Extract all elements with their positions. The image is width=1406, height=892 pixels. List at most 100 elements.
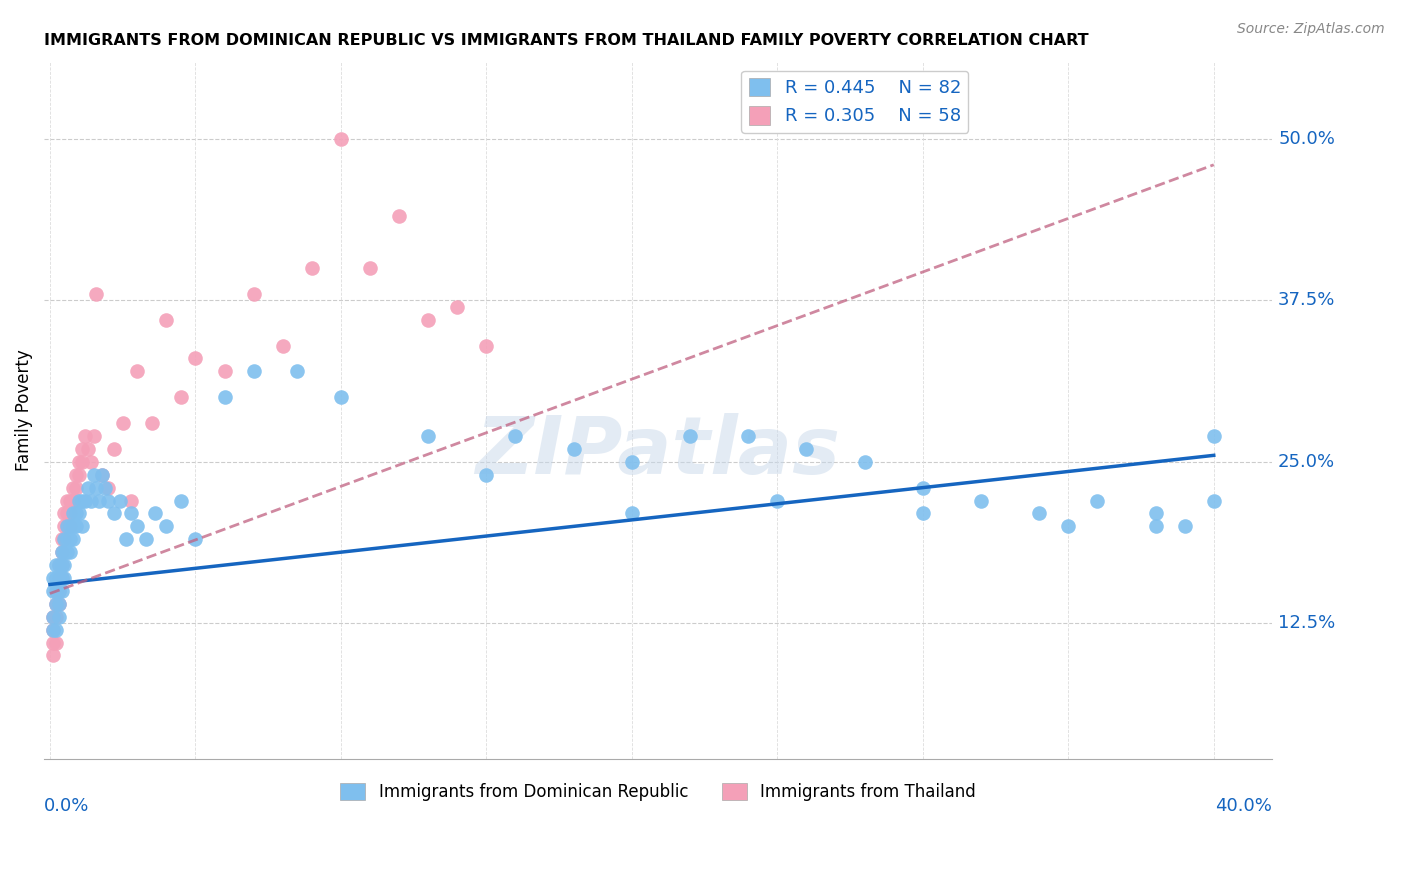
- Point: [42, 609, 65, 624]
- Point: [51, 571, 73, 585]
- Point: [475, 338, 498, 352]
- Point: [62, 519, 84, 533]
- Point: [329, 132, 352, 146]
- Point: [1085, 493, 1108, 508]
- Point: [620, 507, 643, 521]
- Text: ZIPatlas: ZIPatlas: [475, 413, 841, 491]
- Point: [446, 300, 468, 314]
- Point: [89, 493, 111, 508]
- Point: [42, 571, 65, 585]
- Point: [766, 493, 789, 508]
- Point: [70, 519, 93, 533]
- Point: [56, 493, 79, 508]
- Point: [59, 493, 82, 508]
- Point: [1057, 519, 1080, 533]
- Point: [86, 481, 108, 495]
- Point: [51, 545, 73, 559]
- Point: [86, 287, 108, 301]
- Point: [127, 519, 149, 533]
- Point: [184, 533, 207, 547]
- Point: [62, 481, 84, 495]
- Point: [59, 533, 82, 547]
- Point: [505, 429, 527, 443]
- Point: [103, 507, 125, 521]
- Point: [62, 507, 84, 521]
- Point: [127, 364, 149, 378]
- Point: [45, 635, 67, 649]
- Point: [45, 583, 67, 598]
- Point: [45, 597, 67, 611]
- Point: [53, 507, 76, 521]
- Point: [48, 597, 70, 611]
- Text: 0.0%: 0.0%: [44, 797, 90, 815]
- Point: [59, 519, 82, 533]
- Point: [48, 597, 70, 611]
- Text: 37.5%: 37.5%: [1278, 292, 1336, 310]
- Text: 25.0%: 25.0%: [1278, 453, 1336, 471]
- Point: [48, 558, 70, 573]
- Text: 12.5%: 12.5%: [1278, 615, 1336, 632]
- Point: [329, 390, 352, 404]
- Point: [242, 364, 264, 378]
- Point: [737, 429, 759, 443]
- Point: [48, 571, 70, 585]
- Point: [51, 583, 73, 598]
- Point: [53, 519, 76, 533]
- Point: [73, 493, 96, 508]
- Point: [51, 571, 73, 585]
- Point: [56, 519, 79, 533]
- Point: [155, 519, 177, 533]
- Point: [45, 571, 67, 585]
- Legend: R = 0.445    N = 82, R = 0.305    N = 58: R = 0.445 N = 82, R = 0.305 N = 58: [741, 70, 969, 133]
- Point: [388, 210, 411, 224]
- Text: 40.0%: 40.0%: [1215, 797, 1272, 815]
- Point: [62, 493, 84, 508]
- Point: [91, 467, 114, 482]
- Point: [48, 583, 70, 598]
- Point: [70, 442, 93, 456]
- Point: [42, 623, 65, 637]
- Point: [67, 493, 90, 508]
- Point: [111, 416, 134, 430]
- Point: [271, 338, 294, 352]
- Text: Source: ZipAtlas.com: Source: ZipAtlas.com: [1237, 22, 1385, 37]
- Point: [170, 493, 193, 508]
- Point: [53, 571, 76, 585]
- Point: [48, 558, 70, 573]
- Point: [79, 493, 101, 508]
- Y-axis label: Family Poverty: Family Poverty: [15, 350, 32, 471]
- Point: [97, 481, 120, 495]
- Point: [45, 609, 67, 624]
- Point: [56, 519, 79, 533]
- Point: [83, 467, 105, 482]
- Point: [911, 481, 934, 495]
- Point: [853, 455, 876, 469]
- Point: [45, 558, 67, 573]
- Point: [1144, 519, 1167, 533]
- Point: [143, 507, 166, 521]
- Point: [65, 481, 87, 495]
- Point: [155, 312, 177, 326]
- Point: [59, 545, 82, 559]
- Point: [141, 416, 163, 430]
- Point: [135, 533, 157, 547]
- Point: [67, 507, 90, 521]
- Point: [970, 493, 993, 508]
- Point: [48, 583, 70, 598]
- Point: [242, 287, 264, 301]
- Point: [184, 351, 207, 366]
- Point: [91, 467, 114, 482]
- Point: [679, 429, 702, 443]
- Point: [56, 507, 79, 521]
- Point: [796, 442, 818, 456]
- Point: [51, 558, 73, 573]
- Point: [562, 442, 585, 456]
- Point: [51, 545, 73, 559]
- Point: [48, 571, 70, 585]
- Point: [51, 533, 73, 547]
- Point: [911, 507, 934, 521]
- Text: 50.0%: 50.0%: [1278, 130, 1334, 148]
- Point: [51, 558, 73, 573]
- Point: [42, 609, 65, 624]
- Point: [475, 467, 498, 482]
